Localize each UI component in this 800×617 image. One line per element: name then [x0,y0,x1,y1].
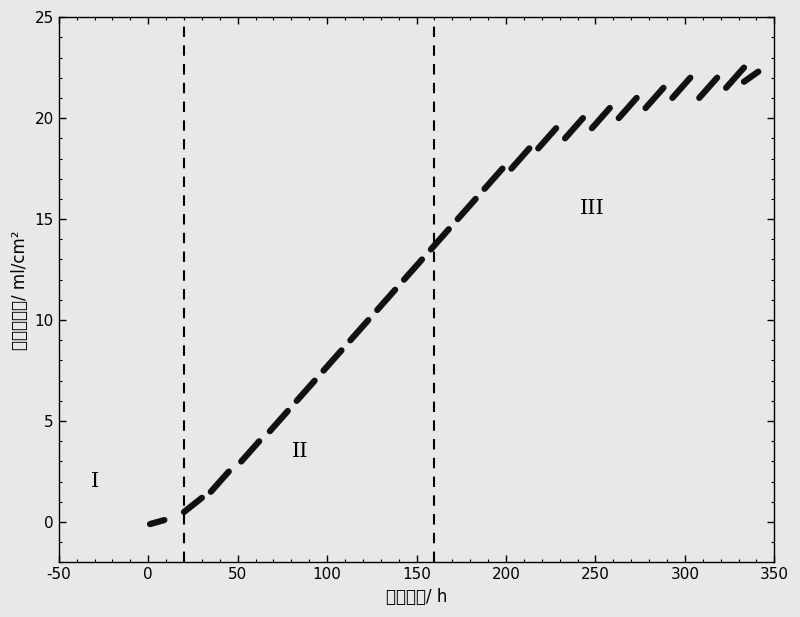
X-axis label: 腐蚀时间/ h: 腐蚀时间/ h [386,588,447,606]
Text: I: I [90,472,98,491]
Y-axis label: 氯气析出量/ ml/cm²: 氯气析出量/ ml/cm² [11,230,29,350]
Text: II: II [292,442,309,461]
Text: III: III [579,199,604,218]
